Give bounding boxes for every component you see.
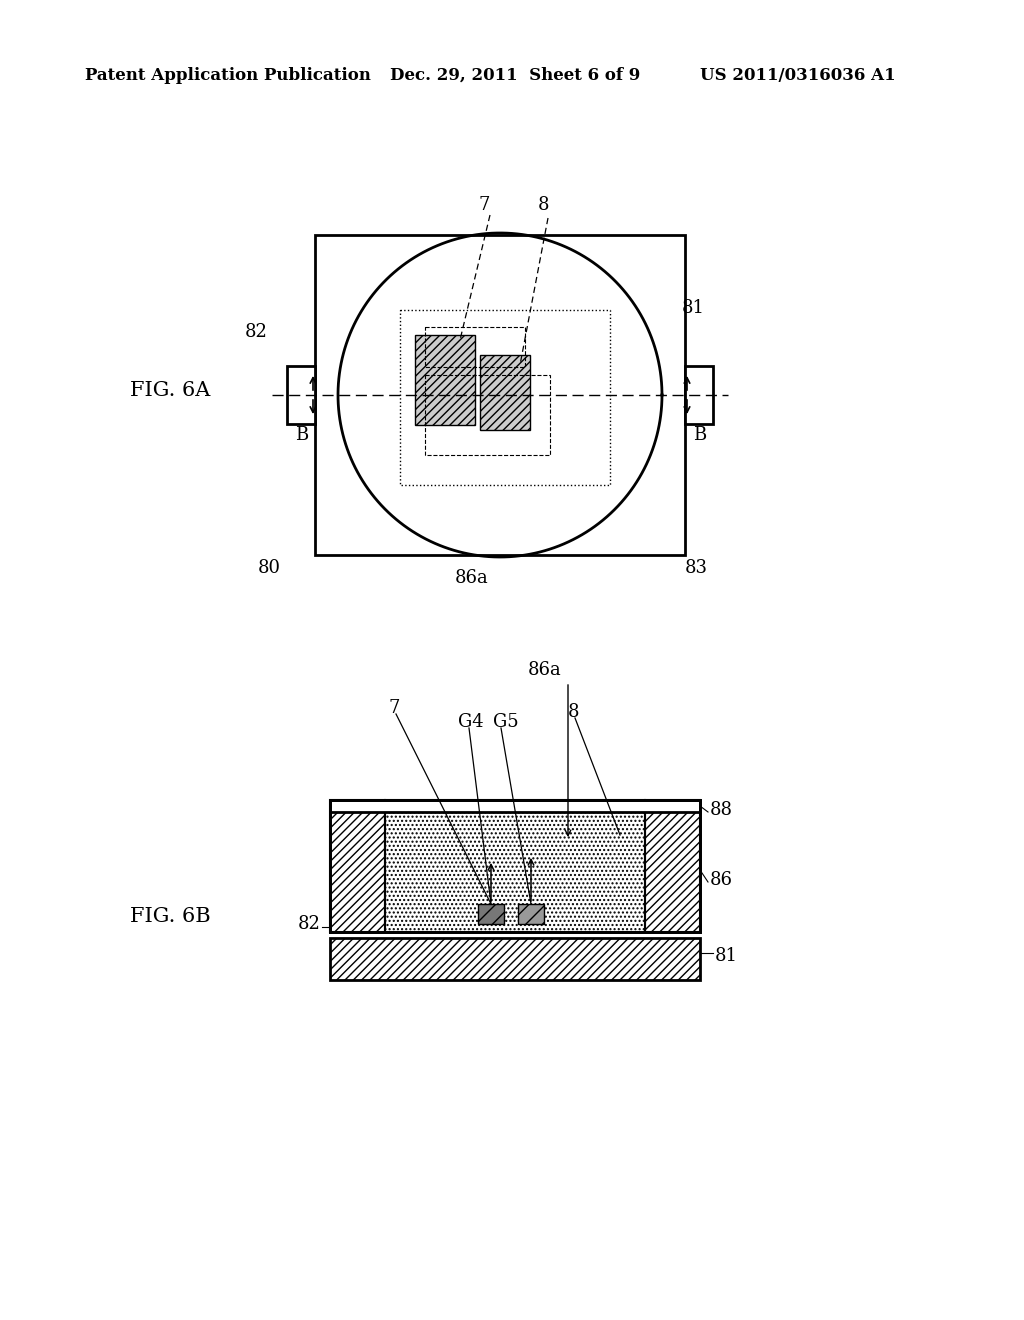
Bar	[415, 335, 475, 425]
Polygon shape	[645, 800, 700, 932]
Bar	[400, 310, 610, 484]
Text: FIG. 6A: FIG. 6A	[130, 380, 210, 400]
Bar	[287, 366, 315, 424]
Bar	[330, 800, 700, 932]
Text: 88: 88	[710, 801, 733, 818]
Polygon shape	[330, 800, 385, 932]
Bar	[478, 904, 504, 924]
Text: G4: G4	[458, 713, 483, 731]
Text: 7: 7	[478, 195, 489, 214]
Text: B: B	[693, 426, 707, 444]
Bar	[480, 355, 530, 430]
Text: 86a: 86a	[528, 661, 562, 678]
Text: 86a: 86a	[455, 569, 488, 587]
Text: 80: 80	[258, 558, 281, 577]
Bar	[425, 327, 525, 367]
Bar	[330, 800, 700, 812]
Bar	[518, 904, 544, 924]
Text: G5: G5	[493, 713, 518, 731]
Text: 81: 81	[715, 946, 738, 965]
Bar	[315, 235, 685, 554]
Bar	[685, 366, 713, 424]
Text: Dec. 29, 2011  Sheet 6 of 9: Dec. 29, 2011 Sheet 6 of 9	[390, 66, 640, 83]
Bar	[425, 375, 550, 455]
Text: 82: 82	[245, 323, 268, 341]
Text: FIG. 6B: FIG. 6B	[130, 908, 211, 927]
Bar	[330, 939, 700, 979]
Text: US 2011/0316036 A1: US 2011/0316036 A1	[700, 66, 896, 83]
Text: B: B	[295, 426, 308, 444]
Text: 83: 83	[685, 558, 708, 577]
Text: Patent Application Publication: Patent Application Publication	[85, 66, 371, 83]
Text: 8: 8	[568, 704, 580, 721]
Text: 82: 82	[298, 915, 321, 933]
Text: 8: 8	[538, 195, 550, 214]
Text: 86: 86	[710, 871, 733, 888]
Text: 81: 81	[682, 300, 705, 317]
Text: 7: 7	[388, 700, 399, 717]
